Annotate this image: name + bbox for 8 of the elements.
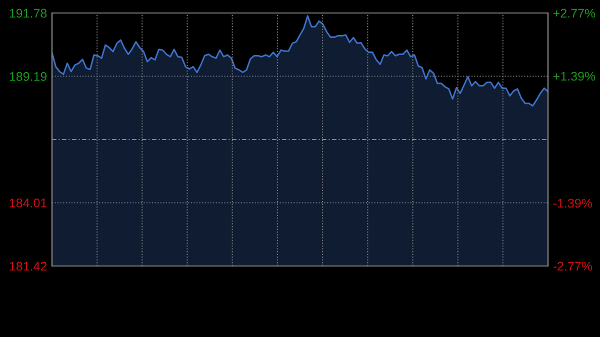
y2-tick-label: +2.77% [553, 8, 596, 18]
y2-tick-label: +1.39% [553, 72, 596, 81]
y2-tick-label: -1.39% [553, 198, 592, 208]
y-tick-label: 191.78 [10, 8, 47, 18]
y-tick-label: 184.01 [10, 198, 47, 208]
y2-tick-label: -2.77% [553, 262, 592, 271]
y-tick-label: 189.19 [10, 72, 47, 81]
y-tick-label: 181.42 [10, 262, 47, 271]
